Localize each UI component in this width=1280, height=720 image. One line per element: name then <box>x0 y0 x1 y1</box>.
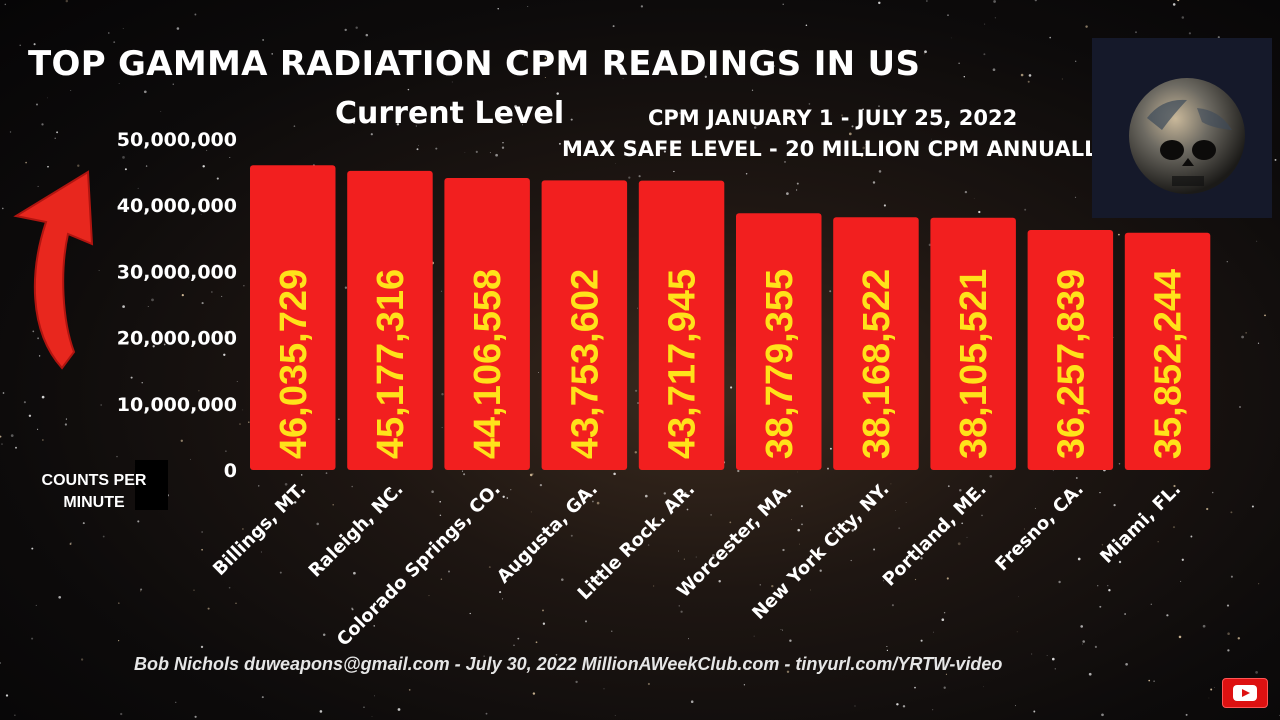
bar-value-label: 35,852,244 <box>1148 269 1190 459</box>
y-tick-label: 50,000,000 <box>117 129 237 151</box>
y-axis-label-backdrop <box>135 460 168 510</box>
bar <box>638 180 725 470</box>
bar-value-label: 38,168,522 <box>856 269 898 459</box>
youtube-subscribe-icon[interactable] <box>1222 678 1268 708</box>
category-label: Augusta, GA. <box>493 479 602 588</box>
y-tick-label: 10,000,000 <box>117 394 237 416</box>
chart-subtitle: Current Level <box>335 96 565 131</box>
bar <box>930 217 1016 470</box>
bar-value-label: 46,035,729 <box>273 269 315 459</box>
chart-title: TOP GAMMA RADIATION CPM READINGS IN US <box>28 44 921 84</box>
bar <box>736 213 822 471</box>
y-tick-label: 40,000,000 <box>117 195 237 217</box>
bars: 46,035,729 45,177,316 44,106,558 43,753,602… <box>250 165 1211 471</box>
bar-value-label: 44,106,558 <box>467 269 509 459</box>
y-axis-label: COUNTS PER MINUTE <box>20 470 168 511</box>
bar <box>250 165 336 470</box>
red-up-arrow-icon <box>13 170 94 370</box>
category-label: Fresno, CA. <box>991 479 1088 576</box>
footer-credits: Bob Nichols duweapons@gmail.com - July 3… <box>134 654 1003 674</box>
bar <box>833 217 919 470</box>
y-axis-label-line-2: MINUTE <box>63 494 125 511</box>
bar-value-label: 43,717,945 <box>662 269 704 459</box>
category-label: Raleigh, NC. <box>305 479 408 582</box>
bar <box>1124 232 1211 470</box>
y-axis-label-line-1: COUNTS PER <box>41 472 147 489</box>
bar-value-label: 38,105,521 <box>953 269 995 459</box>
category-label: Billings, MT. <box>209 479 310 580</box>
category-label: Miami, FL. <box>1096 479 1185 568</box>
category-label: Colorado Springs, CO. <box>333 479 505 651</box>
y-tick-label: 20,000,000 <box>117 328 237 350</box>
bar-value-label: 43,753,602 <box>564 269 606 459</box>
bar-value-label: 38,779,355 <box>759 269 801 459</box>
category-label: Portland, ME. <box>879 479 991 591</box>
bar <box>444 178 530 470</box>
bar <box>347 170 433 470</box>
category-labels: Billings, MT.Raleigh, NC.Colorado Spring… <box>209 479 1185 651</box>
y-tick-label: 0 <box>224 460 237 482</box>
bar <box>541 180 628 470</box>
skull-globe-icon <box>1092 38 1272 218</box>
y-axis-ticks: 0 10,000,000 20,000,000 30,000,000 40,000,00… <box>117 129 237 482</box>
period-text: CPM JANUARY 1 - JULY 25, 2022 <box>648 106 1018 130</box>
bar <box>1027 230 1114 470</box>
bar-value-label: 36,257,839 <box>1050 269 1092 459</box>
bar-value-label: 45,177,316 <box>370 269 412 459</box>
y-tick-label: 30,000,000 <box>117 261 237 283</box>
max-safe-text: MAX SAFE LEVEL - 20 MILLION CPM ANNUALL <box>562 137 1098 161</box>
